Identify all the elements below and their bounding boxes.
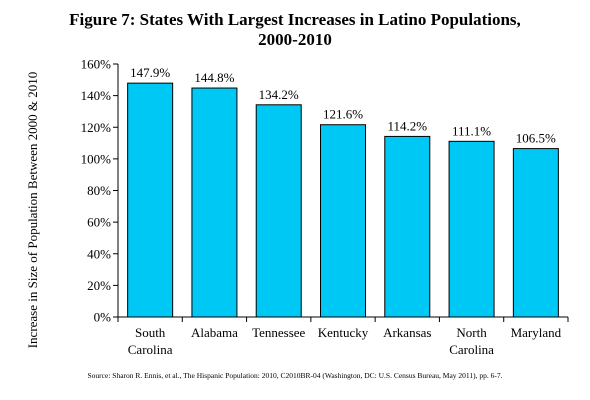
bar [127,82,174,318]
bar-value-label: 106.5% [516,131,556,146]
bar-chart: Increase in Size of Population Between 2… [25,57,569,357]
bar-value-label: 114.2% [387,118,427,133]
bar [191,87,238,318]
x-category-label: Kentucky [318,325,369,340]
bar [384,135,431,318]
y-tick-label: 120% [81,120,112,135]
y-tick-label: 0% [94,310,112,325]
chart-title-line-2: 2000-2010 [258,30,332,49]
y-tick-label: 80% [87,183,111,198]
bar-value-label: 111.1% [452,123,491,138]
x-category-label: Maryland [511,325,562,340]
bar [255,104,302,318]
bar [448,140,495,318]
y-tick-label: 40% [87,246,111,261]
bar [512,148,559,318]
bar-value-label: 134.2% [259,87,299,102]
y-tick-label: 160% [81,57,112,72]
y-axis-label: Increase in Size of Population Between 2… [25,72,40,349]
bar-value-label: 121.6% [323,107,363,122]
bar-value-label: 147.9% [130,65,170,80]
x-category-label: Arkansas [383,325,431,340]
y-tick-label: 60% [87,215,111,230]
x-category-label: Tennessee [252,325,305,340]
bar [320,124,366,318]
y-tick-label: 20% [87,278,111,293]
x-category-label: Carolina [449,342,494,357]
chart-title: Figure 7: States With Largest Increases … [0,10,590,50]
x-category-label: North [456,325,487,340]
y-tick-label: 140% [81,88,112,103]
x-category-label: South [135,325,166,340]
bar-value-label: 144.8% [194,70,234,85]
source-note: Source: Sharon R. Ennis, et al., The His… [87,371,503,380]
chart-title-line-1: Figure 7: States With Largest Increases … [69,10,521,29]
x-category-label: Alabama [191,325,238,340]
y-tick-label: 100% [81,151,112,166]
x-category-label: Carolina [128,342,173,357]
